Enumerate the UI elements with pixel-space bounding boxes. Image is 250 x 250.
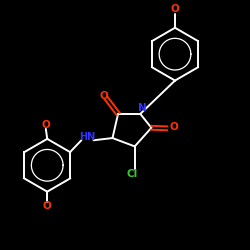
Text: HN: HN [80, 132, 96, 142]
Text: N: N [138, 103, 147, 113]
Text: O: O [170, 122, 178, 132]
Text: O: O [100, 92, 108, 102]
Text: O: O [43, 201, 51, 211]
Text: Cl: Cl [127, 168, 138, 178]
Text: O: O [170, 4, 179, 14]
Text: O: O [42, 120, 50, 130]
